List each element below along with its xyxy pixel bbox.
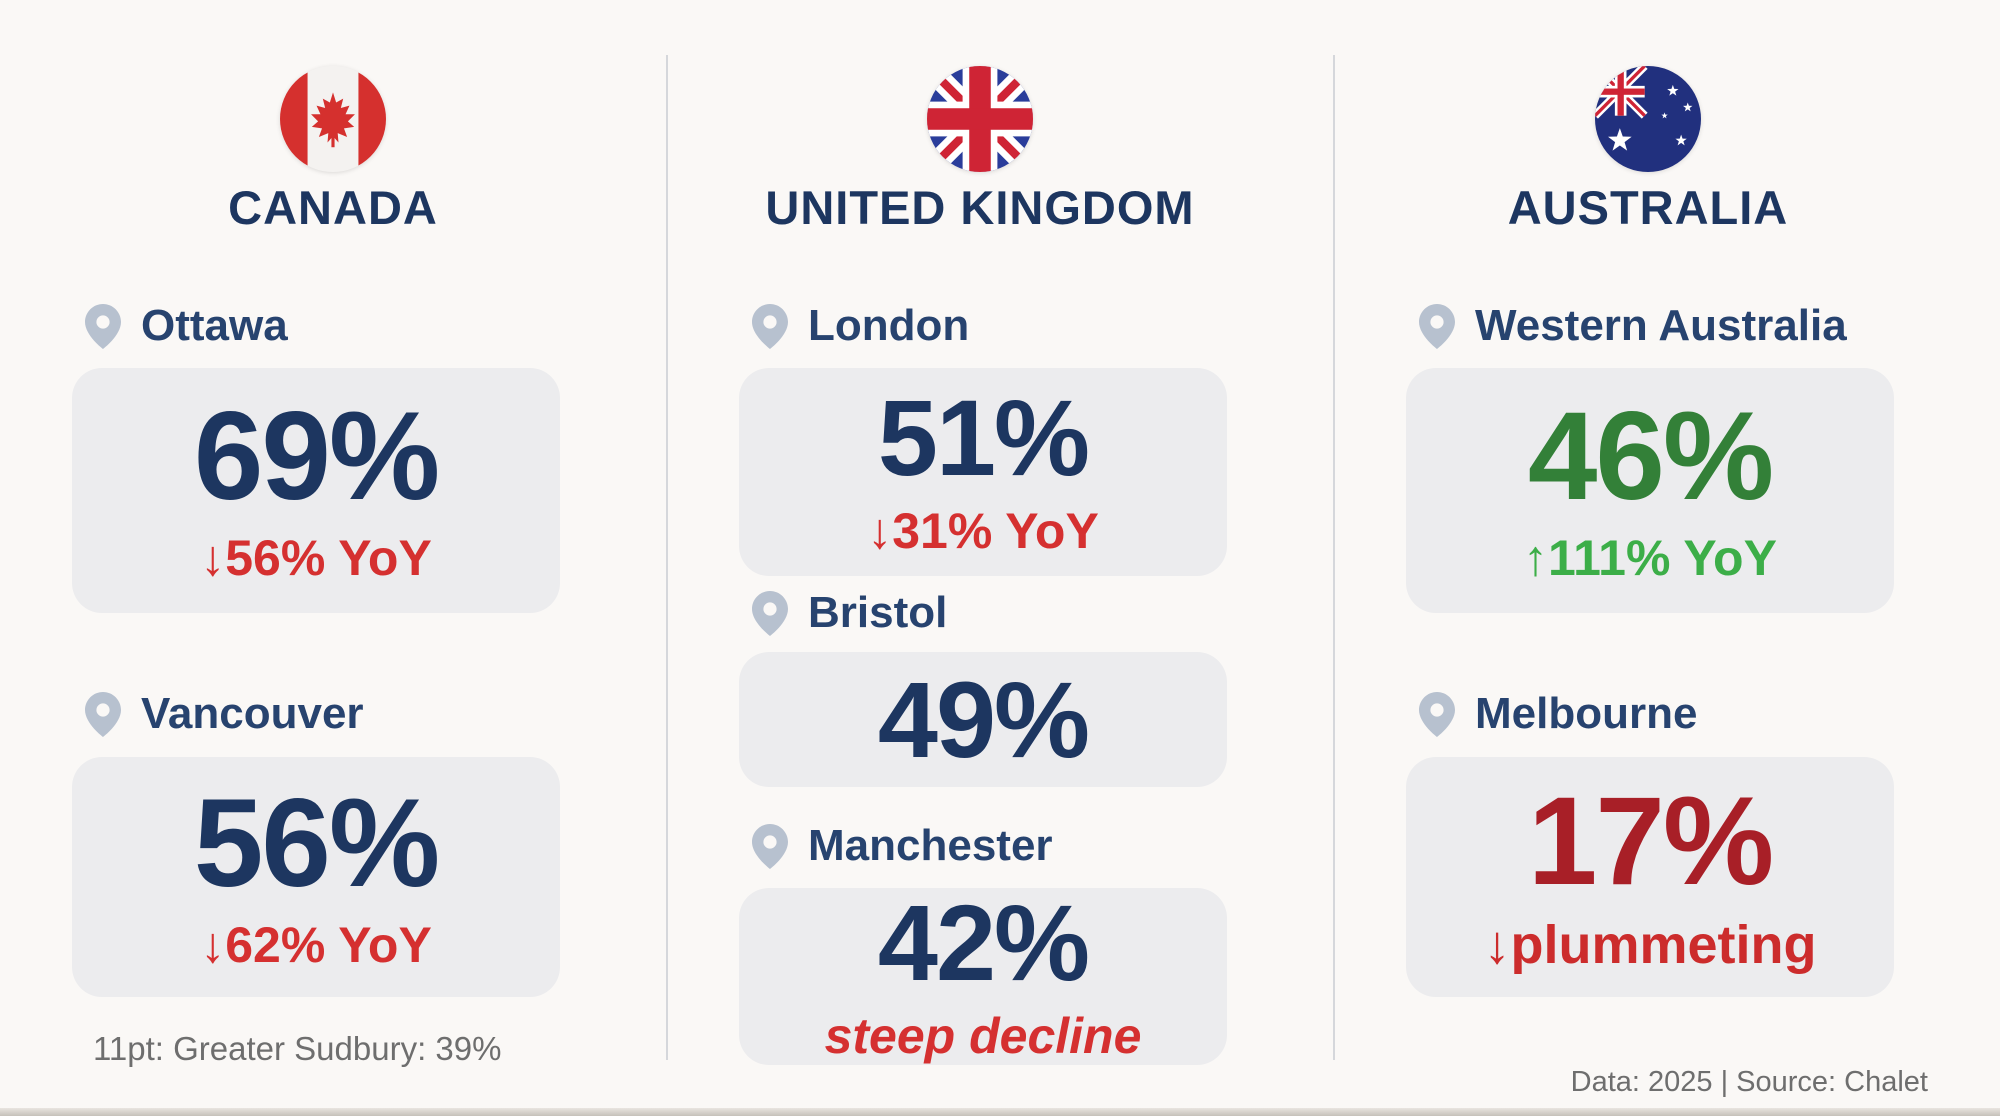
city-row-vancouver: Vancouver: [85, 685, 364, 743]
location-pin-icon: [752, 590, 788, 636]
location-pin-icon: [752, 823, 788, 869]
stat-change-london: ↓31% YoY: [867, 503, 1099, 559]
stat-change-manchester: steep decline: [824, 1007, 1142, 1064]
location-pin-icon: [752, 303, 788, 349]
column-divider-2: [1333, 55, 1335, 1060]
city-row-manchester: Manchester: [752, 817, 1053, 875]
footnote-greater-sudbury: 11pt: Greater Sudbury: 39%: [93, 1030, 502, 1067]
stat-card-vancouver: 56% ↓62% YoY: [72, 757, 560, 997]
country-heading-canada: CANADA: [228, 181, 438, 234]
city-label-ottawa: Ottawa: [141, 301, 288, 350]
stat-card-manchester: 42% steep decline: [739, 888, 1227, 1065]
stat-change-vancouver: ↓62% YoY: [200, 916, 432, 973]
stat-change-melbourne: ↓plummeting: [1483, 914, 1817, 975]
column-australia: AUSTRALIA Western Australia 46% ↑111% Yo…: [1334, 0, 2000, 1116]
country-heading-australia: AUSTRALIA: [1507, 181, 1789, 234]
stat-value-manchester: 42%: [877, 881, 1090, 1003]
column-united-kingdom: UNITED KINGDOM London 51% ↓31% YoY Brist…: [667, 0, 1333, 1116]
city-label-melbourne: Melbourne: [1475, 689, 1698, 738]
city-label-western-australia: Western Australia: [1475, 301, 1847, 350]
stat-value-melbourne: 17%: [1527, 771, 1774, 911]
canada-flag-icon: [280, 66, 386, 172]
city-label-london: London: [808, 301, 970, 350]
city-row-ottawa: Ottawa: [85, 297, 288, 355]
australia-flag-icon: [1595, 66, 1701, 172]
uk-flag-icon: [927, 66, 1033, 172]
location-pin-icon: [85, 303, 121, 349]
stat-change-ottawa: ↓56% YoY: [200, 530, 432, 586]
city-row-melbourne: Melbourne: [1419, 685, 1697, 743]
city-row-bristol: Bristol: [752, 584, 947, 642]
stat-change-western-australia: ↑111% YoY: [1523, 530, 1777, 586]
city-row-london: London: [752, 297, 969, 355]
stat-value-western-australia: 46%: [1527, 387, 1774, 526]
stat-value-bristol: 49%: [877, 658, 1090, 780]
stat-value-london: 51%: [877, 377, 1090, 498]
stat-card-bristol: 49%: [739, 652, 1227, 787]
bottom-edge-strip: [0, 1108, 2000, 1116]
stat-card-melbourne: 17% ↓plummeting: [1406, 757, 1894, 997]
stat-value-vancouver: 56%: [193, 773, 440, 913]
city-label-manchester: Manchester: [808, 821, 1053, 870]
city-label-bristol: Bristol: [808, 588, 948, 637]
stat-card-western-australia: 46% ↑111% YoY: [1406, 368, 1894, 613]
country-heading-united-kingdom: UNITED KINGDOM: [765, 181, 1195, 234]
city-row-western-australia: Western Australia: [1419, 297, 1847, 355]
city-label-vancouver: Vancouver: [141, 689, 364, 738]
source-attribution: Data: 2025 | Source: Chalet: [1570, 1066, 1928, 1098]
column-divider-1: [666, 55, 668, 1060]
location-pin-icon: [1419, 303, 1455, 349]
column-canada: CANADA Ottawa 69% ↓56% YoY Vancouver 56%…: [0, 0, 666, 1116]
location-pin-icon: [85, 691, 121, 737]
stat-card-ottawa: 69% ↓56% YoY: [72, 368, 560, 613]
location-pin-icon: [1419, 691, 1455, 737]
stat-value-ottawa: 69%: [193, 387, 440, 526]
stat-card-london: 51% ↓31% YoY: [739, 368, 1227, 576]
